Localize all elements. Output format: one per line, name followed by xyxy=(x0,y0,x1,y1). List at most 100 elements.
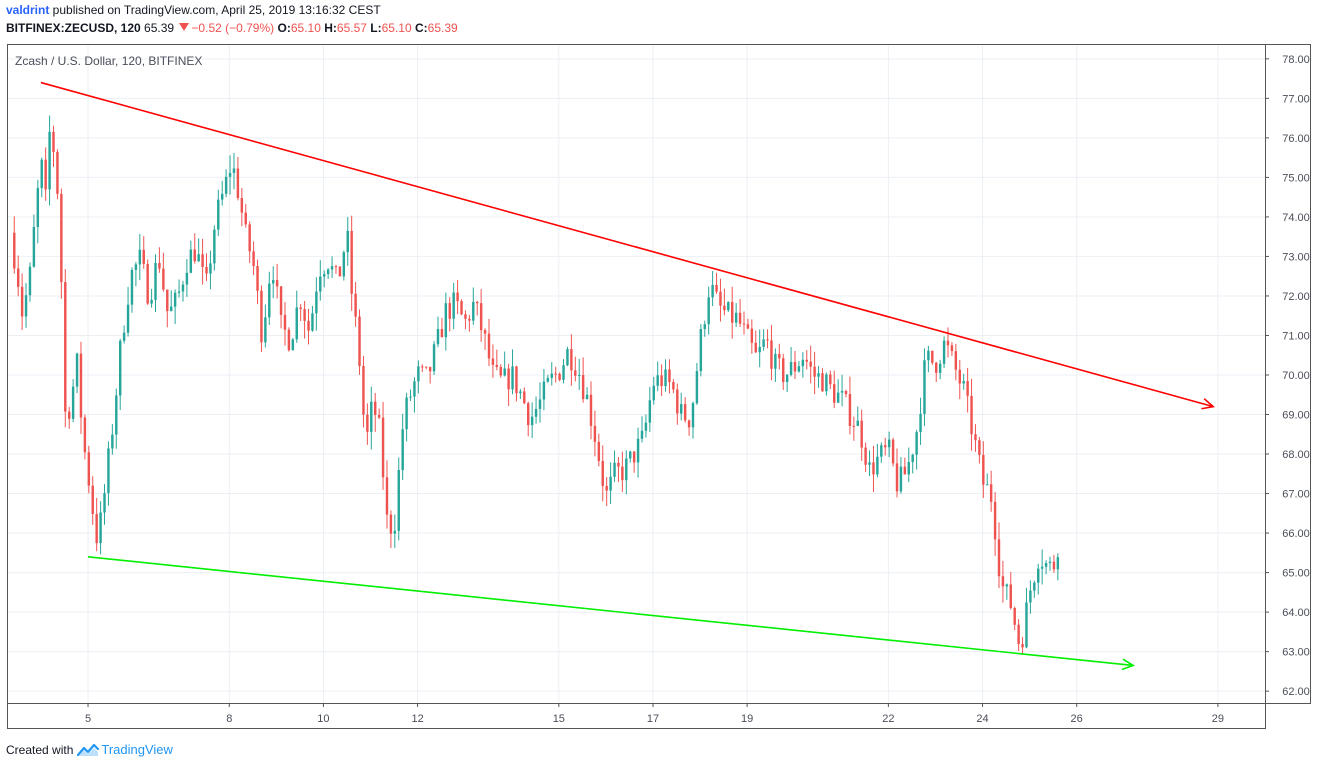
candle-body xyxy=(511,366,514,390)
candle-body xyxy=(495,364,499,367)
candle xyxy=(126,286,130,337)
candle xyxy=(256,259,259,305)
candle xyxy=(397,457,400,541)
candle-body xyxy=(530,416,534,426)
candle-body xyxy=(287,329,291,351)
candle-body xyxy=(1017,624,1020,645)
tradingview-brand[interactable]: TradingView xyxy=(101,742,173,757)
candle xyxy=(1037,563,1040,595)
candle-body xyxy=(217,199,220,230)
candle-body xyxy=(825,374,828,392)
candle-body xyxy=(40,159,43,189)
candle-body xyxy=(1025,602,1028,648)
candle-body xyxy=(989,484,993,502)
candle xyxy=(503,351,506,377)
candle-body xyxy=(648,400,652,423)
candle xyxy=(385,460,389,529)
candle-body xyxy=(821,373,824,392)
candle xyxy=(64,269,67,428)
candle-body xyxy=(507,368,510,390)
candle xyxy=(1005,583,1009,600)
candle xyxy=(507,363,510,407)
trendlines[interactable] xyxy=(40,81,1215,671)
candle xyxy=(268,271,271,325)
candle xyxy=(931,350,934,365)
candle xyxy=(456,280,459,315)
candle xyxy=(636,427,640,478)
candle-body xyxy=(864,447,867,465)
candle-body xyxy=(397,470,400,531)
candle xyxy=(605,477,608,507)
candle xyxy=(887,431,891,458)
grid-lines xyxy=(8,45,1265,703)
candle-body xyxy=(381,417,385,478)
candle-body xyxy=(978,440,981,455)
candle xyxy=(609,462,612,505)
candle xyxy=(1025,587,1028,649)
candle-body xyxy=(872,462,875,475)
candle-body xyxy=(903,466,907,475)
candle-body xyxy=(373,401,377,415)
candle xyxy=(476,300,479,316)
candle xyxy=(554,366,557,383)
candle-body xyxy=(338,266,342,277)
candle-body xyxy=(248,224,251,252)
candle xyxy=(903,457,907,475)
candle xyxy=(805,350,808,370)
candle-body xyxy=(291,339,295,351)
candle xyxy=(942,336,946,369)
candle xyxy=(1056,553,1060,581)
candle xyxy=(409,389,412,401)
candle-body xyxy=(154,262,157,300)
candle xyxy=(264,304,267,348)
candle-body xyxy=(130,269,134,305)
time-tick-label: 8 xyxy=(226,713,232,725)
candle xyxy=(923,348,926,427)
candle xyxy=(542,368,546,411)
time-axis[interactable]: 5 8 10 12 15 17 19 22 24 26 29 xyxy=(85,703,1224,725)
candle-body xyxy=(656,375,659,386)
candle-body xyxy=(542,381,546,400)
candle-body xyxy=(570,349,573,371)
candle-body xyxy=(1044,563,1048,567)
price-axis[interactable]: 62.00 63.00 64.00 65.00 66.00 67.00 68.00 69.00… xyxy=(1265,54,1310,698)
candle-body xyxy=(632,451,636,463)
candle-body xyxy=(931,350,934,363)
candle-body xyxy=(87,452,91,486)
candle-body xyxy=(911,454,914,463)
created-with-label: Created with xyxy=(6,742,74,757)
symbol-info-bar: BITFINEX:ZECUSD, 120 65.39 −0.52 (−0.79%… xyxy=(6,21,458,35)
time-tick-label: 17 xyxy=(647,713,659,725)
chart-title: Zcash / U.S. Dollar, 120, BITFINEX xyxy=(15,54,202,68)
candle-body xyxy=(503,368,506,376)
trendline-segment xyxy=(87,555,1134,667)
price-tick-label: 70.00 xyxy=(1282,370,1310,382)
candle-body xyxy=(660,375,663,387)
candle xyxy=(640,416,644,443)
candle-body xyxy=(848,394,852,426)
author-name[interactable]: valdrint xyxy=(6,3,50,17)
candle-body xyxy=(264,317,267,343)
candle-body xyxy=(75,353,79,387)
candle-body xyxy=(884,445,887,448)
candle-body xyxy=(299,307,302,310)
candle xyxy=(738,299,742,327)
candle-body xyxy=(118,340,122,396)
candle-body xyxy=(836,392,840,403)
candle xyxy=(460,299,463,316)
candle-body xyxy=(181,284,185,292)
candle-body xyxy=(479,303,483,331)
candle-body xyxy=(593,425,597,442)
candle xyxy=(742,311,746,335)
candle xyxy=(833,370,836,409)
candle xyxy=(248,221,251,264)
candle xyxy=(954,343,958,381)
candle-body xyxy=(44,159,47,190)
candle-body xyxy=(56,151,59,194)
candle-body xyxy=(887,439,891,448)
price-tick-label: 62.00 xyxy=(1282,686,1310,698)
candle-body xyxy=(966,381,969,396)
candle xyxy=(283,301,287,346)
candle-body xyxy=(201,254,204,267)
